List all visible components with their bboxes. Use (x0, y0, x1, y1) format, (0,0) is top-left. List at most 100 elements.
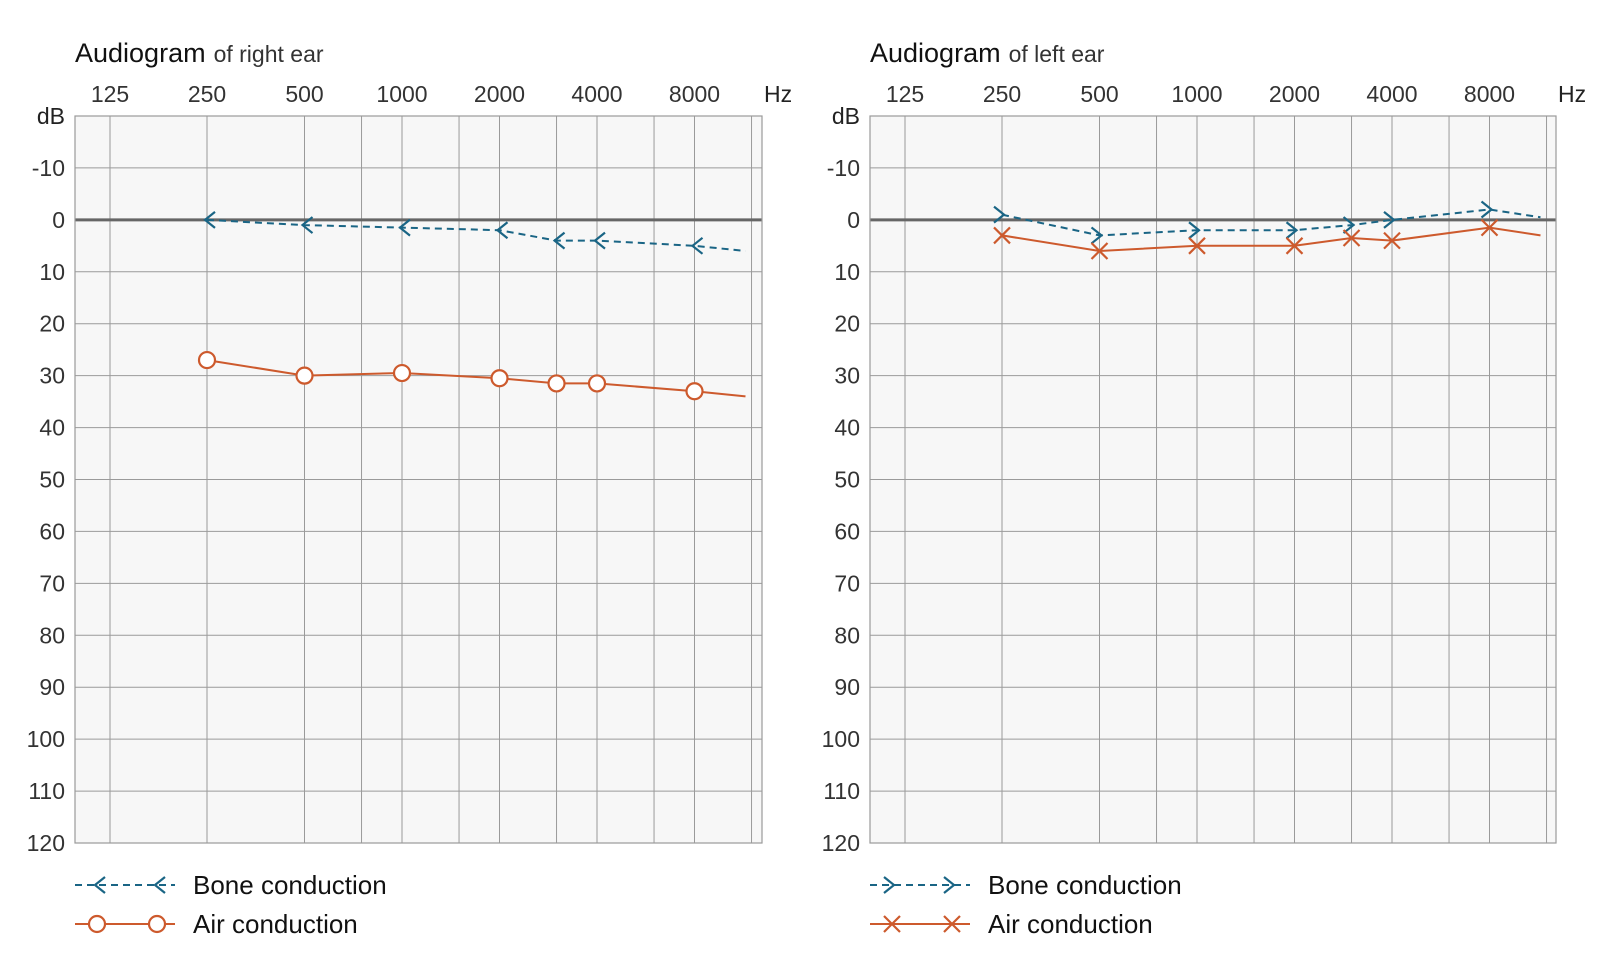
legend-marker (147, 914, 167, 934)
y-tick-label: 20 (834, 311, 860, 337)
x-axis-unit: Hz (1558, 81, 1586, 107)
data-point-marker (1285, 221, 1299, 240)
y-tick-label: 30 (834, 363, 860, 389)
x-tick-label: 4000 (1366, 81, 1417, 107)
y-tick-label: 60 (834, 518, 860, 544)
x-tick-label: 125 (91, 81, 129, 107)
y-tick-label: 0 (847, 207, 860, 233)
y-tick-label: 60 (39, 518, 65, 544)
y-tick-label: 20 (39, 311, 65, 337)
data-point-marker (1383, 210, 1396, 229)
data-point-marker (587, 374, 607, 393)
data-point-marker (1090, 242, 1109, 260)
chart-title: Audiogram of right ear (75, 38, 324, 68)
data-point-marker (1383, 231, 1401, 250)
data-point-marker (392, 363, 412, 383)
legend-marker (943, 876, 956, 894)
legend-marker (883, 915, 901, 933)
data-point-marker (593, 231, 606, 250)
y-tick-label: 110 (823, 778, 860, 804)
y-tick-label: 50 (834, 467, 860, 493)
y-tick-label: 0 (52, 207, 65, 233)
data-point-marker (1090, 226, 1104, 245)
plot-frame (869, 115, 1557, 844)
series-line (206, 359, 746, 398)
x-tick-label: 1000 (376, 81, 427, 107)
y-tick-label: 50 (39, 467, 65, 493)
legend-label: Bone conduction (988, 870, 1182, 900)
legend-marker (943, 915, 961, 933)
legend: Bone conduction Air conduction (870, 870, 1182, 939)
series-bone-conduction (203, 210, 746, 255)
series-air-conduction (197, 350, 746, 401)
y-axis-unit: dB (832, 103, 860, 129)
x-tick-label: 500 (285, 81, 323, 107)
data-point-marker (1480, 200, 1494, 219)
series-bone-conduction (993, 200, 1541, 245)
series-line (1001, 208, 1541, 237)
data-point-marker (197, 350, 217, 370)
series-line (206, 218, 746, 252)
x-tick-label: 500 (1080, 81, 1118, 107)
data-point-marker (993, 226, 1011, 245)
data-point-marker (1188, 237, 1206, 255)
y-tick-label: 100 (822, 726, 860, 752)
y-tick-label: 40 (834, 415, 860, 441)
x-tick-label: 250 (188, 81, 226, 107)
x-tick-label: 2000 (1269, 81, 1320, 107)
legend-marker (93, 876, 106, 894)
x-tick-label: 1000 (1171, 81, 1222, 107)
x-tick-label: 8000 (1464, 81, 1515, 107)
data-point-marker (1342, 229, 1361, 247)
legend-item: Air conduction (75, 909, 358, 939)
data-point-marker (993, 205, 1006, 224)
legend-marker (87, 914, 107, 934)
chart-title-main: Audiogram (870, 38, 1001, 68)
data-point-marker (203, 210, 216, 229)
y-tick-label: 30 (39, 363, 65, 389)
legend: Bone conduction Air conduction (75, 870, 387, 939)
x-tick-label: 125 (886, 81, 924, 107)
x-tick-label: 250 (983, 81, 1021, 107)
y-tick-label: 90 (834, 674, 860, 700)
data-point-marker (547, 374, 566, 393)
x-tick-label: 8000 (669, 81, 720, 107)
y-tick-label: 100 (27, 726, 65, 752)
plot-frame (74, 115, 763, 844)
legend-label: Air conduction (193, 909, 358, 939)
data-point-marker (495, 221, 509, 240)
series-line (1001, 226, 1541, 253)
legend-marker (883, 876, 896, 894)
data-point-marker (1285, 237, 1304, 255)
y-tick-label: 110 (28, 778, 65, 804)
legend-item: Bone conduction (75, 870, 387, 900)
y-tick-label: 120 (27, 830, 65, 856)
data-point-marker (1188, 221, 1201, 240)
legend-label: Air conduction (988, 909, 1153, 939)
y-tick-label: 70 (39, 570, 65, 596)
legend-item: Bone conduction (870, 870, 1182, 900)
y-axis-unit: dB (37, 103, 65, 129)
data-point-marker (300, 216, 314, 234)
y-tick-label: 80 (39, 622, 65, 648)
y-tick-label: -10 (827, 155, 860, 181)
legend-label: Bone conduction (193, 870, 387, 900)
chart-subtitle: of left ear (1009, 41, 1105, 67)
y-tick-label: -10 (32, 155, 65, 181)
data-point-marker (1480, 218, 1499, 237)
legend-marker (153, 876, 166, 894)
y-tick-label: 80 (834, 622, 860, 648)
chart-title: Audiogram of left ear (870, 38, 1105, 68)
y-tick-label: 10 (834, 259, 860, 285)
data-point-marker (1342, 216, 1356, 234)
x-tick-label: 2000 (474, 81, 525, 107)
data-point-marker (295, 366, 314, 385)
x-axis-unit: Hz (764, 81, 792, 107)
legend-item: Air conduction (870, 909, 1153, 939)
y-tick-label: 10 (39, 259, 65, 285)
x-tick-label: 4000 (571, 81, 622, 107)
